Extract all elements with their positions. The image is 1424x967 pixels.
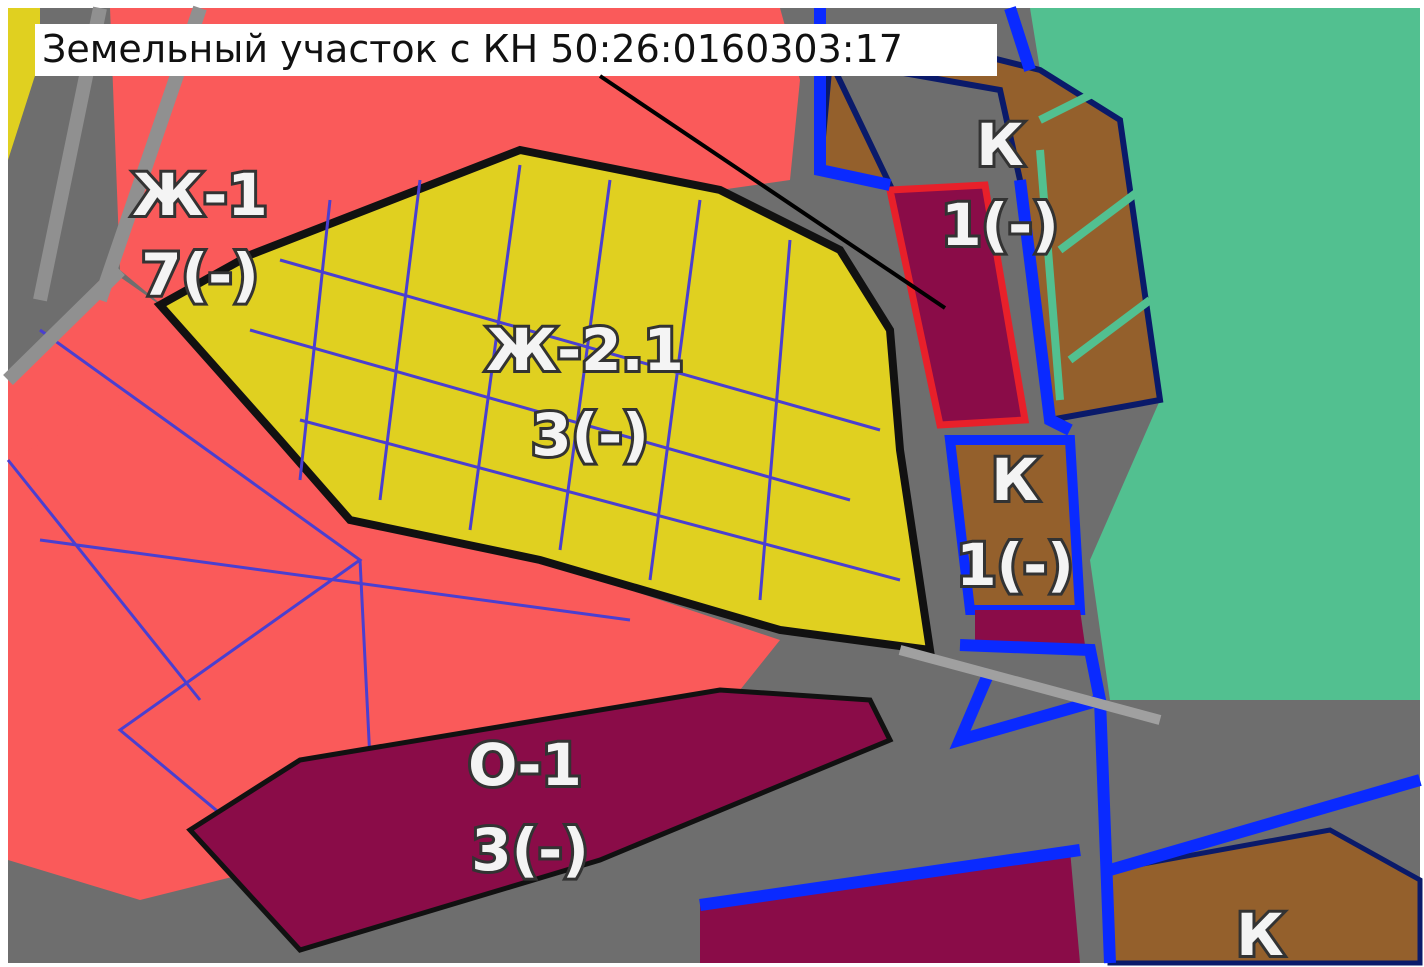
- page: Земельный участок с КН 50:26:0160303:17 …: [0, 0, 1424, 967]
- zone-maroon-small: [975, 610, 1085, 645]
- zone-number: 3(-): [471, 816, 588, 884]
- map: Земельный участок с КН 50:26:0160303:17 …: [0, 0, 1424, 967]
- zone-code: К: [976, 111, 1023, 179]
- zone-code: Ж-2.1: [486, 316, 684, 384]
- zone-code: К: [1236, 901, 1283, 967]
- zone-code: Ж-1: [132, 161, 267, 229]
- zone-number: 3(-): [531, 401, 648, 469]
- zone-code: О-1: [468, 731, 582, 799]
- zone-number: 7(-): [141, 241, 258, 309]
- zone-code: К: [991, 446, 1038, 514]
- zone-number: 1(-): [941, 191, 1058, 259]
- callout-text: Земельный участок с КН 50:26:0160303:17: [42, 27, 903, 71]
- zone-number: 1(-): [956, 531, 1073, 599]
